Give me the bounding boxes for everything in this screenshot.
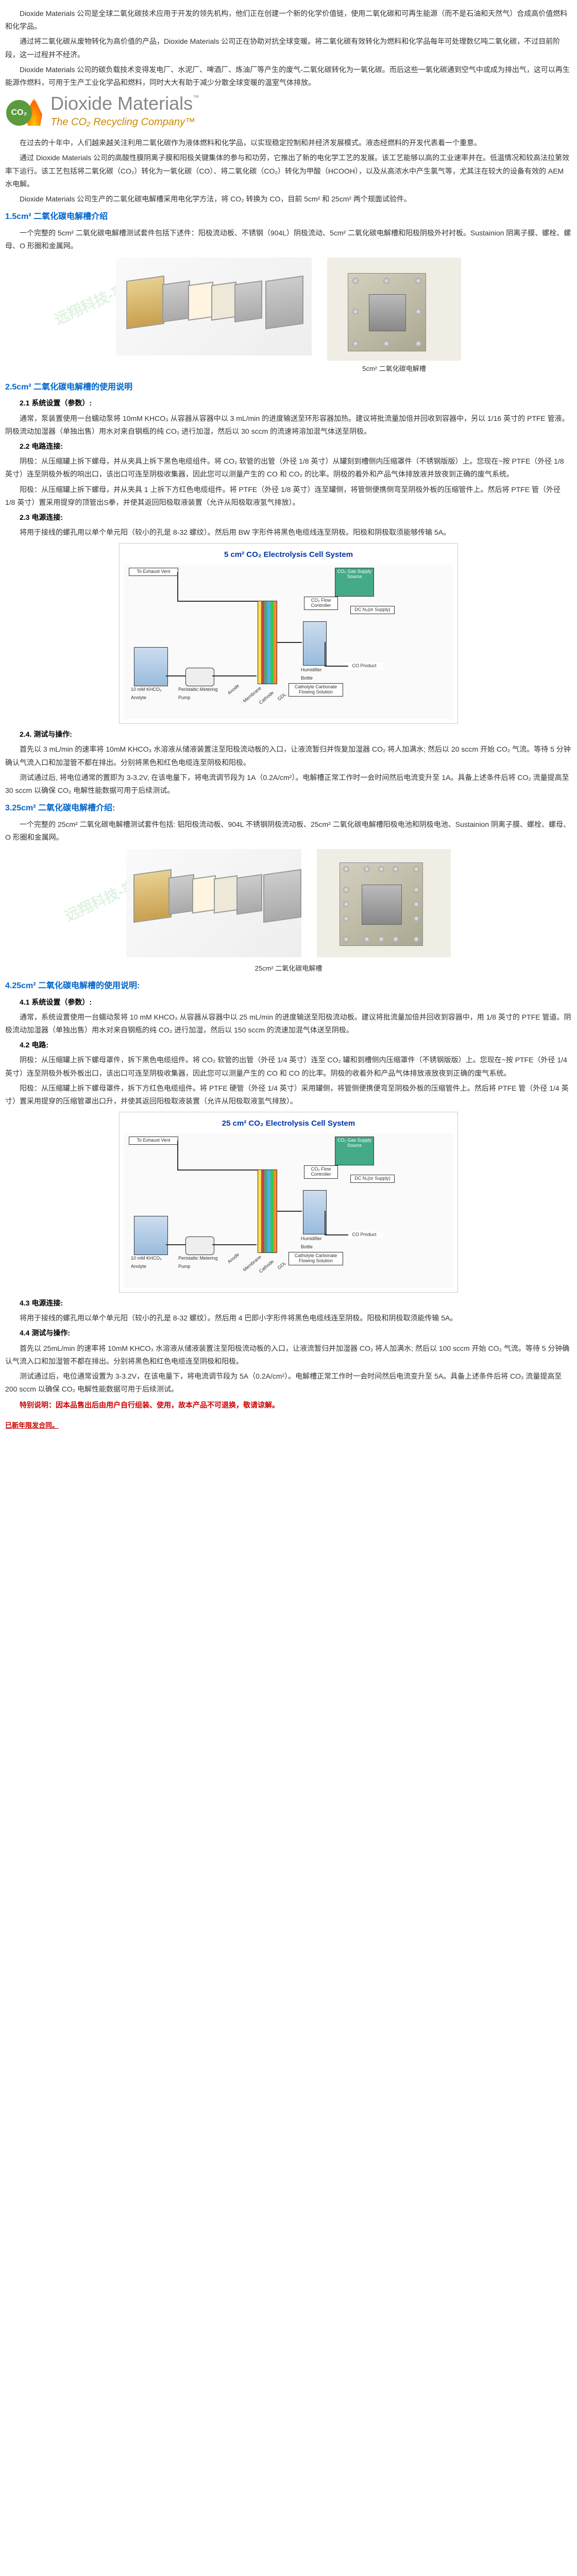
assembled-cell-5cm: 5cm² 二氧化碳电解槽: [327, 258, 461, 375]
exploded-view-5cm: [116, 258, 312, 375]
sub-2-4: 2.4. 测试与操作:: [5, 728, 572, 741]
sub-4-2: 4.2 电路:: [5, 1039, 572, 1052]
p-4-3: 将用于接线的螺孔用以单个单元阳（较小的孔是 8-32 螺纹）。然后用 4 巴即小…: [5, 1312, 572, 1325]
heading-5cm-usage: 2.5cm² 二氧化碳电解槽的使用说明: [5, 380, 572, 395]
label-catholyte-25: Catholyte Carbonate Flowing Solution: [288, 1252, 343, 1265]
p-2-1: 通常，泵装置使用一台蠕动泵将 10mM KHCO₃ 从容器从容器中以 3 mL/…: [5, 412, 572, 438]
co2-circle-icon: CO₂: [6, 100, 32, 126]
label-co2-supply: CO₂ Gas Supply Source: [335, 568, 374, 597]
intro-p2: 通过将二氧化碳从废物转化为高价值的产品，Dioxide Materials 公司…: [5, 35, 572, 61]
humidifier-icon-25: [303, 1190, 327, 1234]
intro-p1: Dioxide Materials 公司是全球二氧化碳技术应用于开发的领先机构，…: [5, 7, 572, 33]
heading-25cm-intro: 3.25cm² 二氧化碳电解槽介绍:: [5, 801, 572, 816]
label-exhaust: To Exhaust Vent: [129, 568, 178, 576]
schematic-25cm-title: 25 cm² CO₂ Electrolysis Cell System: [124, 1116, 453, 1130]
label-anolyte: 10 mM KHCO₃ Anolyte: [131, 685, 177, 702]
label-gdl-25: GDL: [276, 1259, 288, 1272]
label-n2: DC N₂(or Supply): [350, 606, 395, 614]
caption-25cm: 25cm² 二氧化碳电解槽: [5, 962, 572, 974]
schematic-5cm-title: 5 cm² CO₂ Electrolysis Cell System: [124, 548, 453, 562]
p-4-4b: 测试通过后，电位通常设置为 3-3.2V，在该电量下，将电流调节段为 5A（0.…: [5, 1370, 572, 1396]
label-exhaust-25: To Exhaust Vent: [129, 1137, 178, 1145]
label-catholyte: Catholyte Carbonate Flowing Solution: [288, 683, 343, 697]
p-4-2b: 阳极：从压缩罐上拆下螺母罩件，拆下方红色电缆组件。将 PTFE 硬管（外径 1/…: [5, 1082, 572, 1108]
footer-red-line: 已新年限发合同。: [5, 1419, 572, 1431]
label-gdl: GDL: [276, 690, 288, 703]
pump-icon: [185, 668, 214, 686]
label-co2-supply-25: CO₂ Gas Supply Source: [335, 1137, 374, 1165]
label-co-product-25: CO Product: [345, 1231, 383, 1239]
body-p3: Dioxide Materials 公司生产的二氧化碳电解槽采用电化学方法，将 …: [5, 193, 572, 206]
label-co2-flow: CO₂ Flow Controller: [304, 597, 338, 610]
sub-2-3: 2.3 电源连接:: [5, 511, 572, 524]
label-co2-flow-25: CO₂ Flow Controller: [304, 1165, 338, 1179]
sub-2-1: 2.1 系统设置（参数）:: [5, 397, 572, 410]
label-anode-25: Anode: [226, 1251, 241, 1266]
sub-4-1: 4.1 系统设置（参数）:: [5, 996, 572, 1009]
company-logo-row: CO₂ Dioxide Materials™ The CO₂ Recycling…: [5, 94, 572, 131]
heading-25cm-usage: 4.25cm² 二氧化碳电解槽的使用说明:: [5, 979, 572, 994]
sub-4-3: 4.3 电源连接:: [5, 1297, 572, 1310]
anolyte-tank-icon-25: [134, 1216, 168, 1255]
p-25cm-intro: 一个完整的 25cm² 二氧化碳电解槽测试套件包括: 铝阳极流动板、904L 不…: [5, 818, 572, 844]
image-row-5cm: 远翔科技-实家 5cm² 二氧化碳电解槽: [5, 258, 572, 375]
reactor-stack-icon: [258, 601, 277, 684]
schematic-25cm: 远翔科技-实家 25 cm² CO₂ Electrolysis Cell Sys…: [119, 1112, 458, 1293]
image-row-25cm: 远翔科技-实家: [5, 849, 572, 957]
anolyte-tank-icon: [134, 647, 168, 686]
exploded-view-25cm: [126, 849, 301, 957]
schematic-5cm: 远翔科技-实家 5 cm² CO₂ Electrolysis Cell Syst…: [119, 543, 458, 724]
p-2-4a: 首先以 3 mL/min 的速率将 10mM KHCO₃ 水溶液从储液装置注至阳…: [5, 743, 572, 769]
reactor-stack-icon-25: [258, 1170, 277, 1253]
caption-5cm: 5cm² 二氧化碳电解槽: [327, 363, 461, 375]
body-p1: 在过去的十年中，人们越来越关注利用二氧化碳作为液体燃料和化学品，以实现稳定控制和…: [5, 137, 572, 149]
label-co-product: CO Product: [345, 663, 383, 670]
label-pump-25: Peristaltic Metering Pump: [178, 1254, 225, 1270]
intro-p3: Dioxide Materials 公司的碳负载技术变得发电厂、水泥厂、啤酒厂、…: [5, 63, 572, 89]
heading-5cm-intro: 1.5cm² 二氧化碳电解槽介绍: [5, 210, 572, 225]
p-2-2a: 阴极：从压缩罐上拆下螺母，并从夹具上拆下黑色电缆组件。将 CO₂ 软管的出管（外…: [5, 455, 572, 481]
logo-company-name: Dioxide Materials™: [50, 94, 199, 113]
sub-2-2: 2.2 电路连接:: [5, 440, 572, 453]
pump-icon-25: [185, 1236, 214, 1255]
assembled-cell-25cm: [317, 849, 451, 957]
humidifier-icon: [303, 621, 327, 666]
p-2-2b: 阳极：从压缩罐上拆下螺母，并从夹具 1 上拆下方红色电缆组件。将 PTFE（外径…: [5, 483, 572, 509]
label-anolyte-25: 10 mM KHCO₃ Anolyte: [131, 1254, 177, 1270]
p-4-1: 通常，系统设置使用一台蠕动泵将 10 mM KHCO₃ 从容器从容器中以 25 …: [5, 1011, 572, 1037]
label-humidifier: Humidifier Bottle: [301, 666, 332, 682]
body-p2: 通过 Dioxide Materials 公司的高酸性膜阴离子膜和阳极关键集体的…: [5, 151, 572, 191]
p-2-3: 将用于接线的螺孔用以单个单元阳（较小的孔是 8-32 螺纹）。然后用 BW 字形…: [5, 526, 572, 539]
p-4-4a: 首先以 25mL/min 的速率将 10mM KHCO₃ 水溶液从储液装置注至阳…: [5, 1342, 572, 1368]
label-n2-25: DC N₂(or Supply): [350, 1175, 395, 1183]
label-anode: Anode: [226, 682, 241, 697]
p-2-4b: 测试通过后, 将电位通常的置即为 3-3.2V, 在该电量下，将电流调节段为 1…: [5, 771, 572, 797]
label-pump: Peristaltic Metering Pump: [178, 685, 225, 702]
p-4-2a: 阴极：从压缩罐上拆下螺母罩件，拆下黑色电缆组件。将 CO₂ 软管的出管（外径 1…: [5, 1054, 572, 1079]
logo-tagline: The CO₂ Recycling Company™: [50, 113, 199, 131]
p-5cm-intro: 一个完整的 5cm² 二氧化碳电解槽测试套件包括下述件：阳极流动板、不锈钢（90…: [5, 227, 572, 252]
sub-4-4: 4.4 测试与操作:: [5, 1327, 572, 1340]
warning-note: 特别说明：因本品售出后由用户自行组装、使用，故本产品不可退换，敬请谅解。: [5, 1399, 572, 1412]
logo-badge: CO₂: [5, 97, 46, 128]
label-humidifier-25: Humidifier Bottle: [301, 1234, 332, 1251]
